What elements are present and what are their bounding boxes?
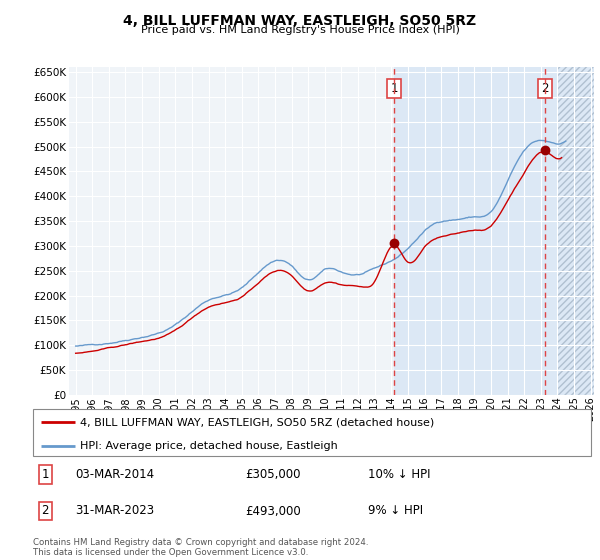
FancyBboxPatch shape <box>33 409 591 456</box>
Point <box>389 239 399 248</box>
Text: 31-MAR-2023: 31-MAR-2023 <box>75 505 154 517</box>
Point <box>540 146 550 155</box>
Text: 2: 2 <box>41 505 49 517</box>
Text: 2: 2 <box>541 82 548 95</box>
Text: 1: 1 <box>390 82 398 95</box>
Bar <box>557 67 599 395</box>
Bar <box>394 67 557 395</box>
Text: £493,000: £493,000 <box>245 505 301 517</box>
Text: 03-MAR-2014: 03-MAR-2014 <box>75 468 154 481</box>
Text: 1: 1 <box>41 468 49 481</box>
Text: 10% ↓ HPI: 10% ↓ HPI <box>368 468 430 481</box>
Text: HPI: Average price, detached house, Eastleigh: HPI: Average price, detached house, East… <box>80 441 338 451</box>
Text: 4, BILL LUFFMAN WAY, EASTLEIGH, SO50 5RZ (detached house): 4, BILL LUFFMAN WAY, EASTLEIGH, SO50 5RZ… <box>80 417 434 427</box>
Text: 4, BILL LUFFMAN WAY, EASTLEIGH, SO50 5RZ: 4, BILL LUFFMAN WAY, EASTLEIGH, SO50 5RZ <box>124 14 476 28</box>
Text: Contains HM Land Registry data © Crown copyright and database right 2024.
This d: Contains HM Land Registry data © Crown c… <box>33 538 368 557</box>
Text: £305,000: £305,000 <box>245 468 301 481</box>
Text: Price paid vs. HM Land Registry's House Price Index (HPI): Price paid vs. HM Land Registry's House … <box>140 25 460 35</box>
Text: 9% ↓ HPI: 9% ↓ HPI <box>368 505 423 517</box>
